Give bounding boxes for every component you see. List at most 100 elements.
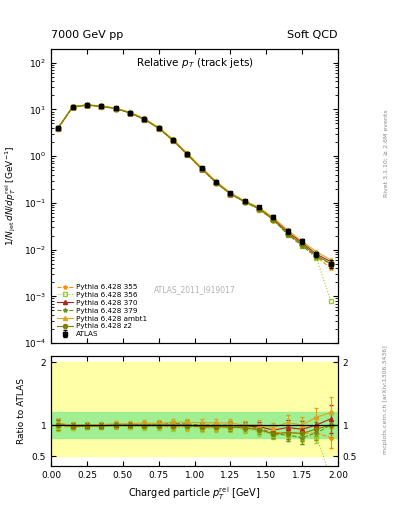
Pythia 6.428 370	[300, 240, 305, 246]
Pythia 6.428 z2	[56, 125, 61, 131]
Pythia 6.428 370	[242, 198, 247, 204]
Y-axis label: Ratio to ATLAS: Ratio to ATLAS	[17, 378, 26, 444]
Pythia 6.428 370	[285, 229, 290, 235]
Pythia 6.428 370	[171, 137, 175, 143]
Pythia 6.428 379	[56, 125, 61, 131]
Pythia 6.428 355	[271, 217, 276, 223]
Pythia 6.428 379	[242, 198, 247, 204]
Pythia 6.428 z2	[128, 110, 132, 116]
Pythia 6.428 370	[257, 205, 261, 211]
Pythia 6.428 379	[314, 254, 319, 260]
Pythia 6.428 355	[185, 152, 190, 158]
Pythia 6.428 ambt1	[56, 124, 61, 131]
Y-axis label: $1/N_{\rm jet}\,dN/dp_T^{\rm rel}$ [GeV$^{-1}$]: $1/N_{\rm jet}\,dN/dp_T^{\rm rel}$ [GeV$…	[4, 145, 18, 246]
Pythia 6.428 ambt1	[70, 103, 75, 110]
Pythia 6.428 356	[271, 218, 276, 224]
Pythia 6.428 356	[214, 180, 219, 186]
Pythia 6.428 z2	[113, 105, 118, 112]
Pythia 6.428 379	[257, 205, 261, 211]
Pythia 6.428 370	[99, 103, 104, 110]
Pythia 6.428 379	[113, 105, 118, 111]
Text: ATLAS_2011_I919017: ATLAS_2011_I919017	[154, 286, 235, 294]
Pythia 6.428 ambt1	[285, 227, 290, 233]
Pythia 6.428 355	[56, 125, 61, 131]
Line: Pythia 6.428 z2: Pythia 6.428 z2	[56, 103, 333, 266]
Pythia 6.428 355	[128, 110, 132, 116]
Pythia 6.428 370	[314, 251, 319, 257]
Line: Pythia 6.428 379: Pythia 6.428 379	[56, 102, 333, 266]
Pythia 6.428 356	[242, 199, 247, 205]
Pythia 6.428 379	[99, 103, 104, 109]
Pythia 6.428 370	[142, 116, 147, 122]
Pythia 6.428 356	[329, 298, 333, 304]
Text: Relative $p_{T}$ (track jets): Relative $p_{T}$ (track jets)	[136, 56, 253, 70]
Pythia 6.428 ambt1	[128, 109, 132, 115]
Pythia 6.428 379	[156, 125, 161, 131]
Pythia 6.428 379	[228, 190, 233, 197]
Pythia 6.428 z2	[300, 241, 305, 247]
Pythia 6.428 379	[70, 104, 75, 110]
Pythia 6.428 370	[185, 151, 190, 157]
Pythia 6.428 356	[257, 206, 261, 212]
Pythia 6.428 z2	[70, 104, 75, 110]
Pythia 6.428 379	[285, 231, 290, 238]
Pythia 6.428 379	[128, 110, 132, 116]
Pythia 6.428 379	[185, 151, 190, 157]
Pythia 6.428 355	[257, 206, 261, 212]
Legend: Pythia 6.428 355, Pythia 6.428 356, Pythia 6.428 370, Pythia 6.428 379, Pythia 6: Pythia 6.428 355, Pythia 6.428 356, Pyth…	[55, 282, 150, 339]
Pythia 6.428 355	[199, 166, 204, 172]
Pythia 6.428 355	[142, 116, 147, 122]
Pythia 6.428 ambt1	[271, 215, 276, 221]
Pythia 6.428 355	[156, 125, 161, 132]
Pythia 6.428 z2	[214, 180, 219, 186]
Pythia 6.428 z2	[314, 252, 319, 259]
Pythia 6.428 ambt1	[329, 257, 333, 263]
Pythia 6.428 355	[84, 102, 89, 109]
Pythia 6.428 z2	[142, 116, 147, 122]
Pythia 6.428 379	[271, 217, 276, 223]
Pythia 6.428 356	[70, 104, 75, 111]
Pythia 6.428 z2	[185, 152, 190, 158]
X-axis label: Charged particle $p_T^{\rm rel}$ [GeV]: Charged particle $p_T^{\rm rel}$ [GeV]	[129, 485, 261, 502]
Text: 7000 GeV pp: 7000 GeV pp	[51, 30, 123, 40]
Pythia 6.428 370	[156, 125, 161, 131]
Text: Soft QCD: Soft QCD	[288, 30, 338, 40]
Pythia 6.428 379	[199, 165, 204, 172]
Pythia 6.428 ambt1	[84, 102, 89, 108]
Pythia 6.428 370	[228, 190, 233, 197]
Pythia 6.428 ambt1	[113, 105, 118, 111]
Pythia 6.428 370	[84, 102, 89, 108]
Pythia 6.428 355	[70, 104, 75, 110]
Pythia 6.428 356	[185, 152, 190, 158]
Pythia 6.428 356	[228, 191, 233, 198]
Pythia 6.428 z2	[285, 230, 290, 237]
Pythia 6.428 ambt1	[314, 249, 319, 255]
Pythia 6.428 z2	[271, 217, 276, 223]
Line: Pythia 6.428 370: Pythia 6.428 370	[56, 102, 333, 264]
Pythia 6.428 370	[56, 124, 61, 131]
Pythia 6.428 356	[113, 106, 118, 112]
Pythia 6.428 z2	[228, 191, 233, 197]
Text: Rivet 3.1.10; ≥ 2.6M events: Rivet 3.1.10; ≥ 2.6M events	[383, 110, 388, 198]
Pythia 6.428 ambt1	[214, 178, 219, 184]
Pythia 6.428 ambt1	[242, 198, 247, 204]
Pythia 6.428 ambt1	[228, 189, 233, 196]
Pythia 6.428 379	[142, 116, 147, 122]
Pythia 6.428 355	[314, 254, 319, 260]
Pythia 6.428 ambt1	[156, 124, 161, 131]
Pythia 6.428 z2	[99, 103, 104, 110]
Pythia 6.428 356	[142, 117, 147, 123]
Pythia 6.428 355	[214, 180, 219, 186]
Pythia 6.428 356	[99, 103, 104, 110]
Pythia 6.428 z2	[84, 102, 89, 108]
Pythia 6.428 356	[314, 255, 319, 262]
Pythia 6.428 379	[171, 137, 175, 143]
Line: Pythia 6.428 355: Pythia 6.428 355	[56, 103, 333, 271]
Pythia 6.428 355	[329, 265, 333, 271]
Pythia 6.428 355	[113, 105, 118, 112]
Pythia 6.428 ambt1	[171, 136, 175, 142]
Line: Pythia 6.428 ambt1: Pythia 6.428 ambt1	[56, 102, 333, 262]
Pythia 6.428 ambt1	[199, 164, 204, 170]
Pythia 6.428 379	[84, 102, 89, 108]
Pythia 6.428 z2	[199, 166, 204, 172]
